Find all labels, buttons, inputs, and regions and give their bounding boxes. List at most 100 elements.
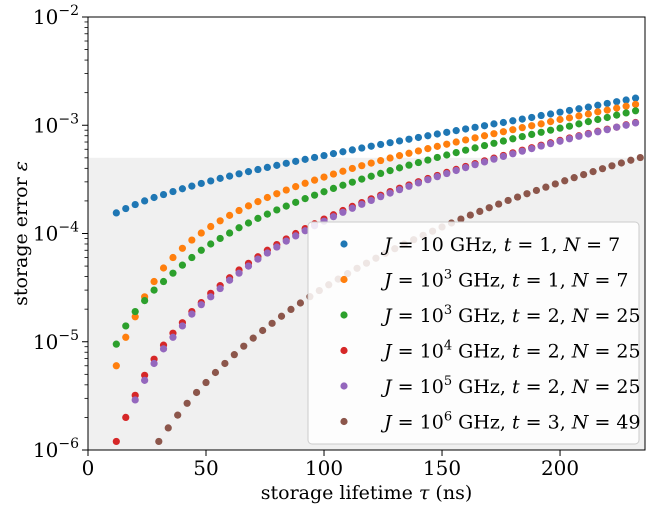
data-point: [122, 333, 130, 341]
data-point: [122, 322, 130, 330]
data-point: [528, 113, 536, 122]
data-point: [631, 94, 640, 102]
x-axis-label: storage lifetime τ (ns): [261, 482, 473, 504]
data-point: [244, 219, 253, 227]
legend-label: J = 105 GHz, t = 2, N = 25: [380, 374, 641, 398]
data-point: [141, 296, 149, 305]
data-point: [377, 193, 385, 201]
data-point: [443, 151, 451, 159]
data-point: [462, 146, 470, 154]
data-point: [188, 310, 196, 318]
data-point: [244, 168, 253, 176]
data-point: [292, 157, 300, 165]
data-point: [329, 213, 338, 221]
data-point: [235, 170, 243, 178]
data-point: [424, 176, 432, 184]
data-point: [480, 158, 489, 166]
data-point: [348, 146, 356, 154]
data-point: [395, 137, 404, 145]
data-point: [131, 396, 139, 404]
data-point: [509, 135, 517, 143]
data-point: [358, 175, 366, 183]
data-point: [556, 124, 564, 132]
data-point: [174, 411, 182, 419]
data-point: [112, 362, 120, 370]
data-point: [462, 125, 470, 133]
legend-label: J = 103 GHz, t = 1, N = 7: [380, 268, 629, 292]
data-point: [556, 115, 564, 124]
data-point: [528, 145, 536, 153]
data-point: [254, 165, 262, 174]
data-point: [443, 169, 451, 178]
legend-marker: [340, 275, 348, 284]
data-point: [523, 190, 531, 198]
data-point: [433, 142, 441, 150]
data-point: [424, 156, 432, 164]
data-point: [263, 193, 271, 202]
data-point: [598, 165, 607, 173]
data-point: [226, 276, 234, 284]
data-point: [367, 172, 375, 180]
data-point: [452, 138, 460, 146]
data-point: [235, 269, 243, 277]
data-point: [513, 193, 522, 201]
data-point: [310, 153, 319, 162]
data-point: [528, 122, 536, 130]
data-point: [603, 126, 611, 134]
data-point: [546, 140, 555, 148]
data-point: [603, 113, 611, 122]
data-point: [377, 140, 385, 149]
data-point: [575, 132, 583, 140]
data-point: [301, 227, 309, 235]
data-point: [414, 147, 423, 155]
x-tick-label: 50: [193, 456, 218, 480]
data-point: [386, 154, 394, 162]
data-point: [405, 149, 413, 157]
data-point: [339, 148, 347, 156]
data-point: [320, 188, 328, 196]
legend-label: J = 106 GHz, t = 3, N = 49: [380, 410, 641, 434]
data-point: [622, 109, 630, 117]
data-point: [159, 277, 168, 286]
series-1: [112, 94, 640, 217]
data-point: [112, 340, 120, 348]
data-point: [580, 171, 588, 179]
data-point: [490, 130, 498, 138]
data-point: [537, 111, 545, 120]
data-point: [471, 123, 479, 131]
legend-label: J = 104 GHz, t = 2, N = 25: [380, 339, 641, 363]
data-point: [292, 232, 300, 240]
data-point: [603, 106, 611, 114]
data-point: [216, 284, 224, 293]
data-point: [490, 155, 498, 163]
data-point: [613, 98, 621, 106]
data-point: [169, 333, 177, 341]
data-point: [150, 193, 158, 202]
data-point: [202, 378, 210, 387]
data-point: [273, 190, 281, 198]
data-point: [301, 155, 309, 163]
data-point: [561, 177, 569, 185]
data-point: [339, 167, 347, 175]
data-point: [244, 262, 253, 270]
data-point: [122, 413, 130, 422]
data-point: [141, 376, 149, 384]
data-point: [178, 261, 187, 269]
legend-entry: J = 103 GHz, t = 2, N = 25: [340, 303, 641, 327]
data-point: [584, 103, 592, 111]
data-point: [509, 126, 517, 134]
data-point: [282, 237, 290, 245]
data-point: [292, 198, 300, 206]
data-point: [183, 399, 191, 407]
data-point: [197, 179, 205, 188]
data-point: [565, 122, 574, 130]
data-point: [386, 189, 394, 197]
data-point: [197, 229, 205, 237]
data-point: [301, 195, 309, 203]
data-point: [367, 159, 375, 167]
data-point: [169, 253, 177, 262]
x-tick-label: 200: [541, 456, 579, 480]
data-point: [518, 115, 526, 123]
data-point: [613, 111, 621, 119]
data-point: [150, 286, 158, 294]
